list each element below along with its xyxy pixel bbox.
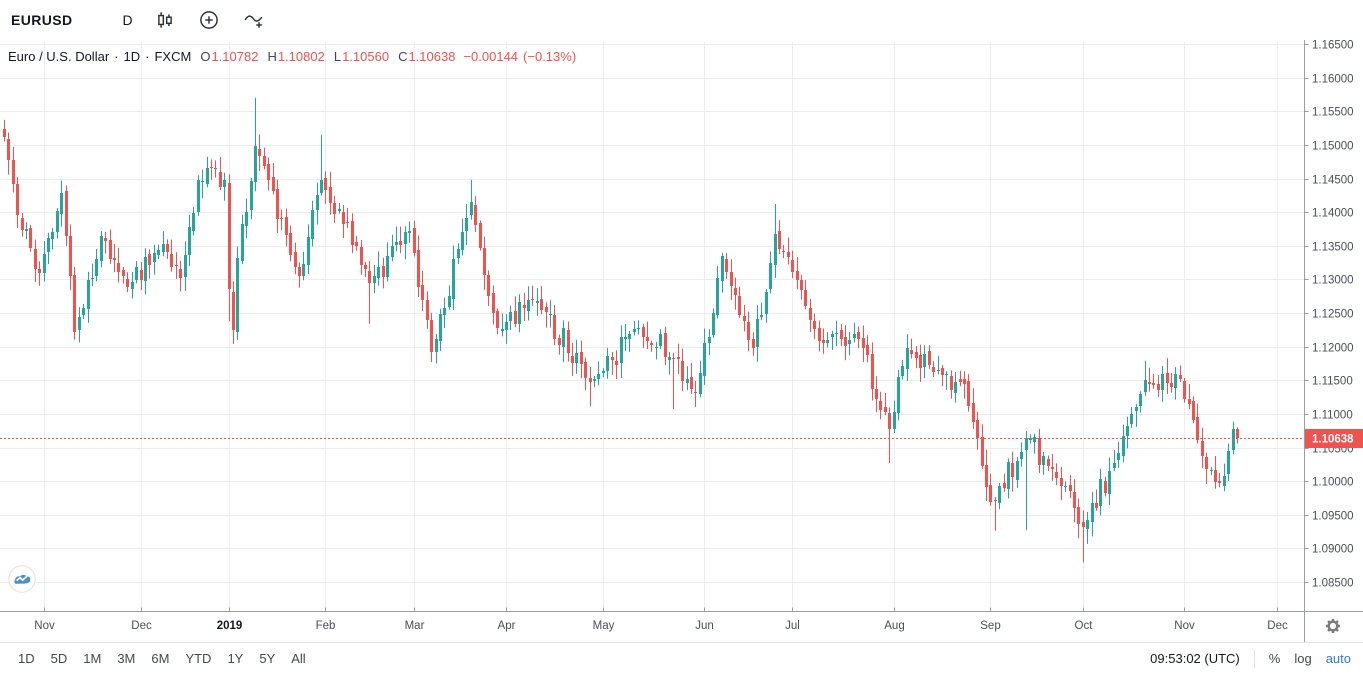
svg-text:1.11500: 1.11500 <box>1312 376 1353 388</box>
svg-text:1.14000: 1.14000 <box>1312 208 1354 220</box>
svg-text:Dec: Dec <box>131 620 152 632</box>
legend-open: O1.10782 <box>200 49 259 64</box>
range-switcher: 1D 5D 1M 3M 6M YTD 1Y 5Y All <box>18 651 306 666</box>
svg-text:1.09500: 1.09500 <box>1312 511 1354 523</box>
svg-text:1.14500: 1.14500 <box>1312 175 1354 187</box>
symbol-button[interactable]: EURUSD <box>11 12 73 28</box>
range-button-all[interactable]: All <box>291 651 306 666</box>
svg-text:1.09000: 1.09000 <box>1312 544 1354 556</box>
provider-logo[interactable] <box>8 565 36 593</box>
svg-text:1.08500: 1.08500 <box>1312 578 1354 590</box>
svg-text:Apr: Apr <box>498 620 516 632</box>
svg-text:1.10638: 1.10638 <box>1312 434 1354 446</box>
indicators-button[interactable] <box>197 8 221 32</box>
range-button-1y[interactable]: 1Y <box>227 651 244 666</box>
svg-text:Jun: Jun <box>695 620 714 632</box>
svg-text:Jul: Jul <box>785 620 800 632</box>
legend-close: C1.10638 <box>398 49 456 64</box>
svg-text:1.16000: 1.16000 <box>1312 74 1354 86</box>
last-price-label: 1.10638 <box>1305 429 1363 448</box>
candlestick-icon <box>155 10 175 30</box>
legend-change-percent: (−0.13%) <box>523 49 577 64</box>
provider-logo-icon <box>8 565 36 597</box>
svg-text:1.16500: 1.16500 <box>1312 40 1354 52</box>
svg-text:Oct: Oct <box>1075 620 1094 632</box>
footer-divider <box>1253 649 1255 668</box>
svg-text:Nov: Nov <box>34 620 55 632</box>
svg-text:1.11000: 1.11000 <box>1312 410 1353 422</box>
legend-separator: · <box>114 49 119 64</box>
legend-low: L1.10560 <box>333 49 390 64</box>
auto-scale-button[interactable]: auto <box>1325 651 1351 666</box>
compare-add-icon <box>243 10 264 30</box>
svg-text:Aug: Aug <box>884 620 904 632</box>
bottom-toolbar: 1D 5D 1M 3M 6M YTD 1Y 5Y All 09:53:02 (UTC) % lo… <box>0 642 1363 674</box>
range-button-5y[interactable]: 5Y <box>259 651 276 666</box>
gear-icon <box>1326 619 1340 633</box>
svg-text:May: May <box>593 620 615 632</box>
candles-layer <box>3 97 1239 563</box>
chart-legend: Euro / U.S. Dollar · 1D · FXCM O1.10782 … <box>8 49 576 64</box>
range-button-6m[interactable]: 6M <box>151 651 170 666</box>
chart-area: 1.16500 1.16000 1.15500 1.15000 1.14500 1.140… <box>0 40 1363 642</box>
svg-text:Feb: Feb <box>316 620 336 632</box>
svg-text:1.10000: 1.10000 <box>1312 477 1354 489</box>
candlestick-chart[interactable]: 1.16500 1.16000 1.15500 1.15000 1.14500 1.140… <box>0 40 1363 642</box>
compare-button[interactable] <box>241 8 266 32</box>
range-button-ytd[interactable]: YTD <box>185 651 212 666</box>
svg-text:Sep: Sep <box>980 620 1000 632</box>
legend-separator: · <box>145 49 150 64</box>
svg-text:2019: 2019 <box>217 620 243 632</box>
svg-text:1.12000: 1.12000 <box>1312 343 1354 355</box>
range-button-3m[interactable]: 3M <box>117 651 136 666</box>
legend-interval: 1D <box>123 49 141 64</box>
legend-change: −0.00144 <box>463 49 519 64</box>
session-clock[interactable]: 09:53:02 (UTC) <box>1150 651 1240 666</box>
top-toolbar: EURUSD D <box>0 0 1363 40</box>
svg-text:1.12500: 1.12500 <box>1312 309 1354 321</box>
svg-text:Dec: Dec <box>1267 620 1288 632</box>
chart-style-button[interactable] <box>153 8 177 32</box>
grid-layer <box>0 42 1305 612</box>
svg-text:1.13000: 1.13000 <box>1312 275 1354 287</box>
interval-button[interactable]: D <box>122 12 133 28</box>
range-button-1d[interactable]: 1D <box>18 651 35 666</box>
percent-scale-button[interactable]: % <box>1268 651 1281 666</box>
svg-text:1.13500: 1.13500 <box>1312 242 1354 254</box>
log-scale-button[interactable]: log <box>1294 651 1312 666</box>
legend-high: H1.10802 <box>267 49 325 64</box>
legend-exchange: FXCM <box>154 49 192 64</box>
svg-text:Mar: Mar <box>405 620 425 632</box>
legend-title: Euro / U.S. Dollar <box>8 49 110 64</box>
time-axis[interactable]: Nov Dec 2019 Feb Mar Apr May Jun Jul Aug Sep Oct Nov… <box>0 607 1363 633</box>
svg-text:1.15000: 1.15000 <box>1312 141 1354 153</box>
svg-text:Nov: Nov <box>1174 620 1195 632</box>
plus-circle-icon <box>199 10 219 30</box>
svg-text:1.15500: 1.15500 <box>1312 107 1354 119</box>
range-button-5d[interactable]: 5D <box>50 651 68 666</box>
price-axis[interactable]: 1.16500 1.16000 1.15500 1.15000 1.14500 1.140… <box>1304 40 1363 642</box>
chart-settings-button[interactable] <box>1326 619 1340 633</box>
range-button-1m[interactable]: 1M <box>83 651 102 666</box>
footer-right: 09:53:02 (UTC) % log auto <box>1150 649 1351 668</box>
